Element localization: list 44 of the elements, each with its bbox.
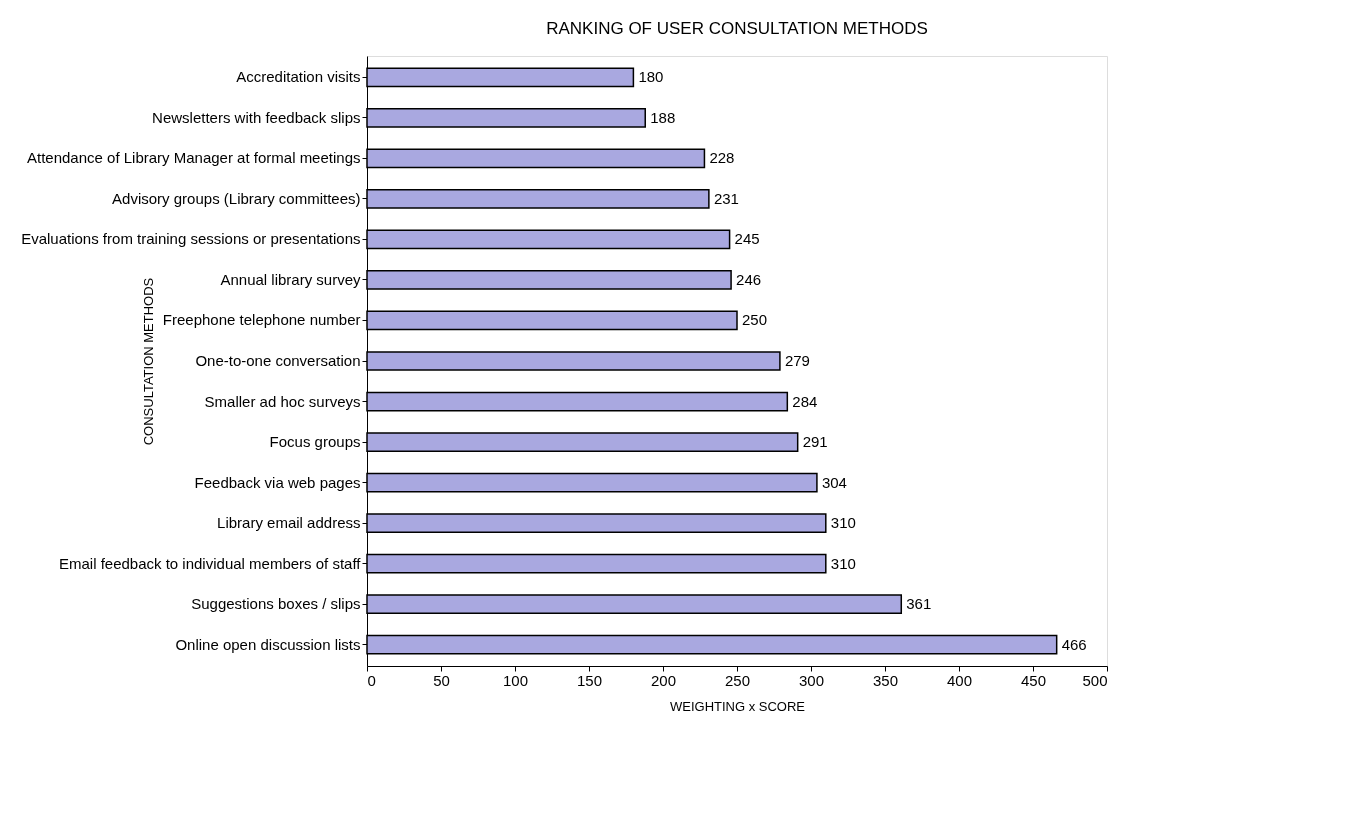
y-tick-label: Evaluations from training sessions or presentations: [21, 230, 361, 248]
y-tick-label: Smaller ad hoc surveys: [204, 392, 361, 410]
x-tick-label: 0: [367, 671, 376, 689]
y-tick-label: Email feedback to individual members of staff: [58, 554, 362, 572]
data-label: 361: [906, 595, 932, 613]
data-label: 180: [638, 68, 664, 86]
x-tick-label: 300: [798, 671, 825, 689]
y-tick-label: Newsletters with feedback slips: [152, 108, 361, 126]
data-label: 246: [736, 270, 762, 288]
y-tick-label: Feedback via web pages: [194, 473, 361, 491]
data-label: 310: [830, 554, 856, 572]
x-tick-label: 200: [650, 671, 677, 689]
y-tick-label: Freephone telephone number: [162, 311, 361, 329]
y-tick-label: Online open discussion lists: [175, 635, 361, 653]
data-label: 250: [742, 311, 768, 329]
chart-title: RANKING OF USER CONSULTATION METHODS: [546, 19, 928, 38]
y-tick-label: Attendance of Library Manager at formal meetings: [26, 149, 361, 167]
y-tick-label: One-to-one conversation: [195, 352, 361, 369]
x-tick-label: 450: [1020, 671, 1047, 689]
data-label: 231: [713, 189, 739, 207]
x-tick-label: 500: [1082, 671, 1108, 689]
data-label: 279: [784, 352, 810, 369]
data-label: 245: [734, 230, 760, 248]
x-tick-label: 150: [576, 671, 603, 689]
data-label: 310: [830, 514, 856, 532]
x-tick-label: 100: [502, 671, 529, 689]
y-tick-label: Accreditation visits: [236, 68, 361, 86]
y-tick-label: Advisory groups (Library committees): [112, 189, 361, 207]
y-tick-label: Library email address: [217, 514, 361, 532]
data-label: 228: [709, 149, 735, 167]
data-label: 188: [650, 108, 676, 126]
y-tick-label: Suggestions boxes / slips: [191, 595, 361, 613]
x-tick-label: 50: [433, 671, 450, 689]
y-tick-label: Focus groups: [269, 433, 361, 451]
x-tick-label: 250: [724, 671, 751, 689]
y-axis-title: CONSULTATION METHODS: [140, 277, 156, 446]
x-tick-label: 350: [872, 671, 899, 689]
data-label: 284: [792, 392, 818, 410]
y-tick-label: Annual library survey: [220, 270, 361, 288]
data-label: 304: [821, 473, 847, 491]
data-label: 291: [802, 433, 828, 451]
x-tick-label: 400: [946, 671, 973, 689]
x-axis-title: WEIGHTING x SCORE: [669, 698, 806, 714]
data-label: 466: [1061, 635, 1087, 653]
